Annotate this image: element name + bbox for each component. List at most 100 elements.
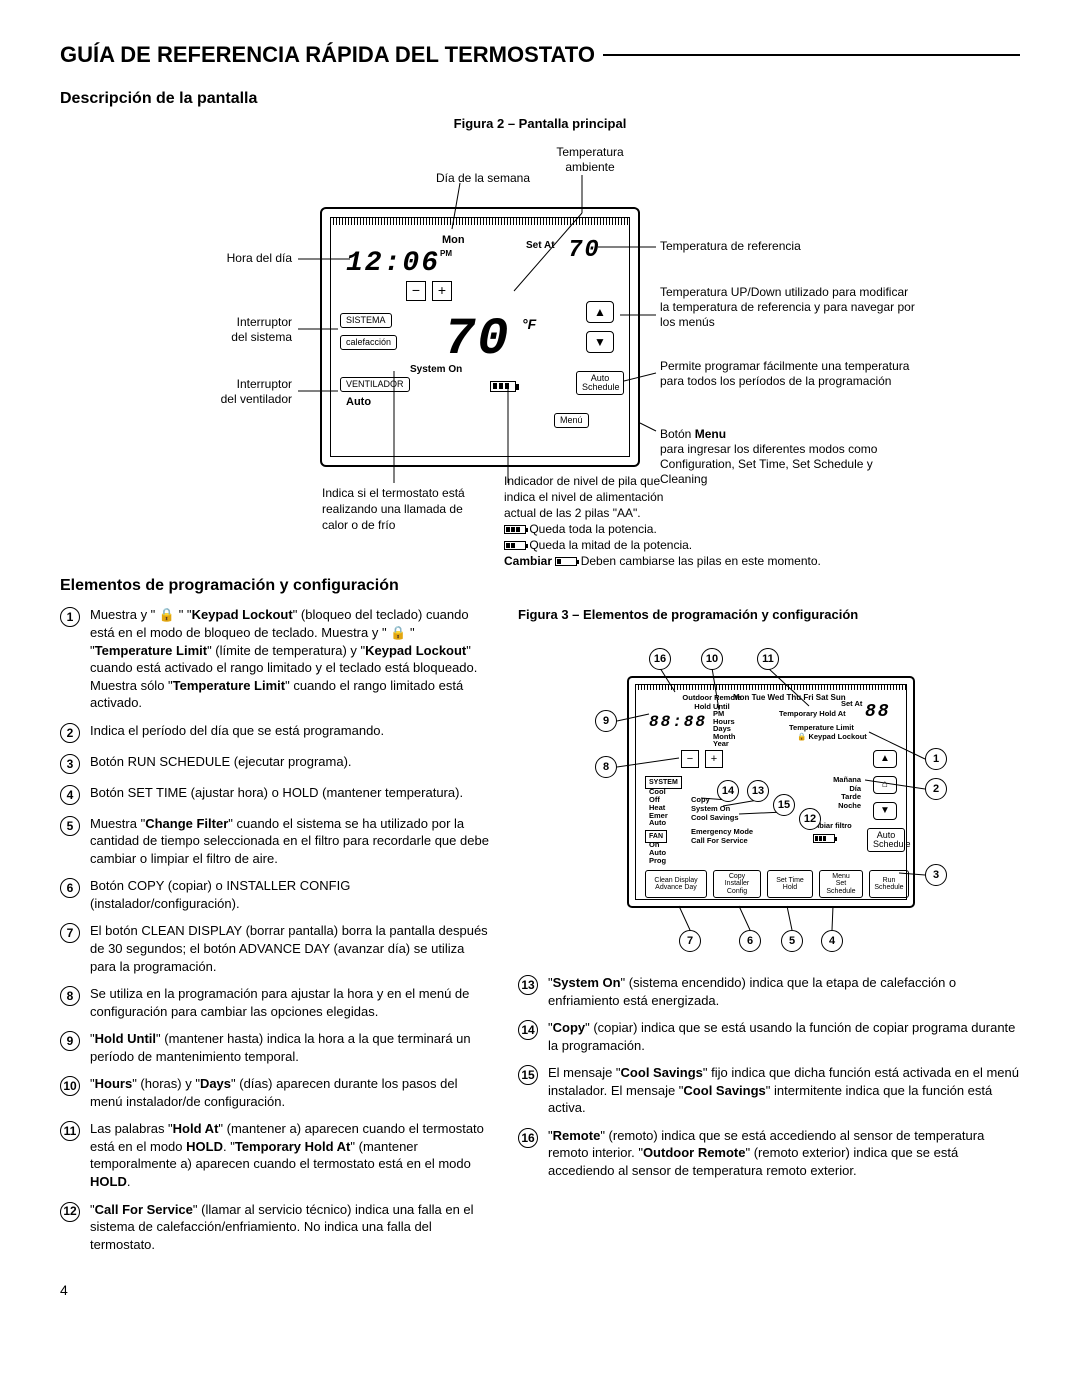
fig3-caption: Figura 3 – Elementos de programación y c… [518,606,1020,624]
battery-icon [490,381,516,392]
label-fan-switch: Interruptor del ventilador [180,377,292,407]
item-number-circle: 1 [60,607,80,627]
item-number-circle: 6 [60,878,80,898]
section-title-display: Descripción de la pantalla [60,88,1020,110]
list-item: 4 Botón SET TIME (ajustar hora) o HOLD (m… [60,784,490,805]
item-text: Botón RUN SCHEDULE (ejecutar programa). [90,753,352,774]
item-number-circle: 2 [60,723,80,743]
lcd-system-on: System On [410,363,462,377]
list-item: 7El botón CLEAN DISPLAY (borrar pantalla… [60,922,490,975]
fig3-days: Mon Tue Wed Thu Fri Sat Sun [733,694,846,703]
lcd-pm: PM [440,249,452,260]
item-number-circle: 8 [60,986,80,1006]
item-text: "Hours" (horas) y "Days" (días) aparecen… [90,1075,490,1110]
fig3-plus-icon: + [705,750,723,768]
lcd-setpoint: 70 [568,235,601,267]
item-text: "Remote" (remoto) indica que se está acc… [548,1127,1020,1180]
fig3-bottom-button[interactable]: Run Schedule [869,870,909,898]
item-text: "Copy" (copiar) indica que se está usand… [548,1019,1020,1054]
fig3-system-opts: Cool Off Heat Emer Auto [649,788,668,827]
lcd-system-label: SISTEMA [340,313,392,328]
fig3-bottom-button[interactable]: Copy Installer Config [713,870,761,898]
lcd-degf: °F [522,315,536,334]
item-number-circle: 15 [518,1065,538,1085]
item-text: Botón SET TIME (ajustar hora) o HOLD (ma… [90,784,463,805]
fig3-down-button[interactable]: ▼ [873,802,897,820]
fig3-copy: Copy [691,796,710,804]
page-title: GUÍA DE REFERENCIA RÁPIDA DEL TERMOSTATO [60,40,1020,70]
list-item: 6Botón COPY (copiar) o INSTALLER CONFIG … [60,877,490,912]
item-number-circle: 4 [60,785,80,805]
list-item: 14 "Copy" (copiar) indica que se está usa… [518,1019,1020,1054]
fig3-call-service: Call For Service [691,837,748,845]
fig3-pointer-circle: 5 [781,930,803,952]
list-item: 13"System On" (sistema encendido) indica… [518,974,1020,1009]
note-heat-cool-call: Indica si el termostato está realizando … [322,485,492,534]
item-number-circle: 7 [60,923,80,943]
fig3-pointer-circle: 2 [925,778,947,800]
item-text: Indica el período del día que se está pr… [90,722,384,743]
fig3-minus-icon: − [681,750,699,768]
lcd-fan-mode: Auto [346,395,371,410]
item-text: Se utiliza en la programación para ajust… [90,985,490,1020]
item-number-circle: 3 [60,754,80,774]
item-number-circle: 5 [60,816,80,836]
temp-up-button[interactable]: ▲ [586,301,614,323]
list-item: 16 "Remote" (remoto) indica que se está a… [518,1127,1020,1180]
fig3-setat: Set At [841,700,862,708]
note-battery-states: Queda toda la potencia. Queda la mitad d… [504,521,884,570]
label-menu-heading: Botón Menu [660,427,726,441]
temp-down-button[interactable]: ▼ [586,331,614,353]
fig3-bottom-button[interactable]: Clean Display Advance Day [645,870,707,898]
label-weekday: Día de la semana [400,171,530,186]
page-number: 4 [60,1281,1020,1300]
label-updown: Temperatura UP/Down utilizado para modif… [660,285,920,330]
item-number-circle: 13 [518,975,538,995]
lcd-setat: Set At [526,239,555,253]
plus-small-icon: + [432,281,452,301]
fig3-auto-schedule[interactable]: Auto Schedule [867,828,905,852]
item-text: "Call For Service" (llamar al servicio t… [90,1201,490,1254]
item-number-circle: 11 [60,1121,80,1141]
fig3-system-on: System On [691,805,730,813]
list-item: 12 "Call For Service" (llamar al servicio… [60,1201,490,1254]
label-menu-text: para ingresar los diferentes modos como … [660,442,877,486]
auto-schedule-button[interactable]: Auto Schedule [576,371,624,395]
fig3-pointer-circle: 11 [757,648,779,670]
fig3-bottom-button[interactable]: Menu Set Schedule [819,870,863,898]
fig3-pointer-circle: 12 [799,808,821,830]
fig3-pointer-circle: 6 [739,930,761,952]
label-time-of-day: Hora del día [180,251,292,266]
lcd-heating-label: calefacción [340,335,397,350]
fig3-pointer-circle: 16 [649,648,671,670]
fig3-up-button[interactable]: ▲ [873,750,897,768]
label-menu: Botón Menu para ingresar los diferentes … [660,427,920,487]
programming-columns: 1Muestra y " 🔒 " "Keypad Lockout" (bloqu… [60,606,1020,1263]
fig3-bottom-button[interactable]: Set Time Hold [767,870,813,898]
fig3-temp-limit: Temperature Limit [789,724,854,732]
list-item: 2 Indica el período del día que se está p… [60,722,490,743]
item-number-circle: 12 [60,1202,80,1222]
label-system-switch: Interruptor del sistema [180,315,292,345]
fig3-outdoor-remote: Outdoor Remote [677,694,747,702]
item-number-circle: 16 [518,1128,538,1148]
section-title-programming: Elementos de programación y configuració… [60,575,1020,597]
item-text: "Hold Until" (mantener hasta) indica la … [90,1030,490,1065]
fig3-hold-until: Hold Until [687,703,737,711]
fig3-time-seg: 88:88 [649,712,707,734]
item-text: Muestra "Change Filter" cuando el sistem… [90,815,490,868]
fig3-emergency: Emergency Mode [691,828,753,836]
lcd-fan-label: VENTILADOR [340,377,410,392]
label-ambient-temp: Temperatura ambiente [530,145,650,175]
fig3-pointer-circle: 14 [717,780,739,802]
fig3-battery-icon [813,834,835,843]
fig3-pointer-circle: 1 [925,748,947,770]
item-number-circle: 14 [518,1020,538,1040]
lcd-weekday: Mon [442,233,465,248]
fig3-home-button[interactable]: ⌂ [873,776,897,794]
menu-button[interactable]: Menú [554,413,589,428]
thermostat-outline: Mon Set At 12:06 PM 70 − + 70 °F SISTEMA… [320,207,640,467]
fig3-cool-savings: Cool Savings [691,814,739,822]
label-reference-temp: Temperatura de referencia [660,239,920,254]
list-item: 1Muestra y " 🔒 " "Keypad Lockout" (bloqu… [60,606,490,711]
